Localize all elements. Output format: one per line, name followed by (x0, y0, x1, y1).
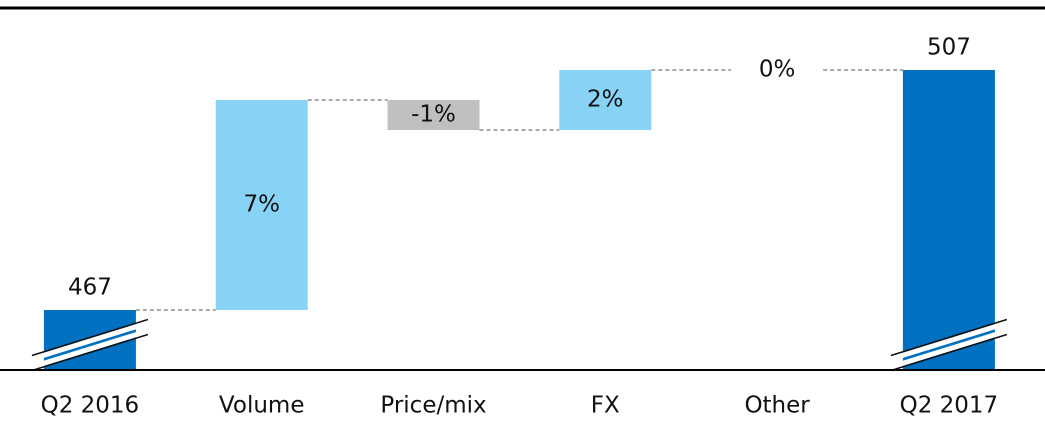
value-label: 507 (927, 35, 971, 61)
value-label: 7% (243, 192, 280, 218)
x-tick-label: Q2 2017 (900, 393, 999, 419)
axis-break-edge (890, 333, 1008, 372)
step-bar (559, 70, 652, 130)
value-label: 2% (587, 87, 624, 113)
x-tick-label: Q2 2016 (41, 393, 140, 419)
x-tick-label: FX (591, 393, 620, 419)
axis-break (31, 328, 149, 370)
value-label: 0% (759, 57, 796, 83)
axis-break (890, 328, 1008, 370)
axis-break (890, 320, 1008, 362)
step-bar (215, 100, 308, 310)
x-tick-label: Volume (219, 393, 305, 419)
total-bar (902, 70, 995, 370)
x-tick-label: Other (744, 393, 810, 419)
axis-break-edge (31, 333, 149, 372)
axis-break-edge (31, 318, 149, 357)
axis-break-edge (890, 318, 1008, 357)
value-label: -1% (411, 102, 456, 128)
axis-break (31, 320, 149, 362)
step-bar (387, 100, 480, 130)
value-label: 467 (68, 275, 112, 301)
x-tick-label: Price/mix (380, 393, 486, 419)
